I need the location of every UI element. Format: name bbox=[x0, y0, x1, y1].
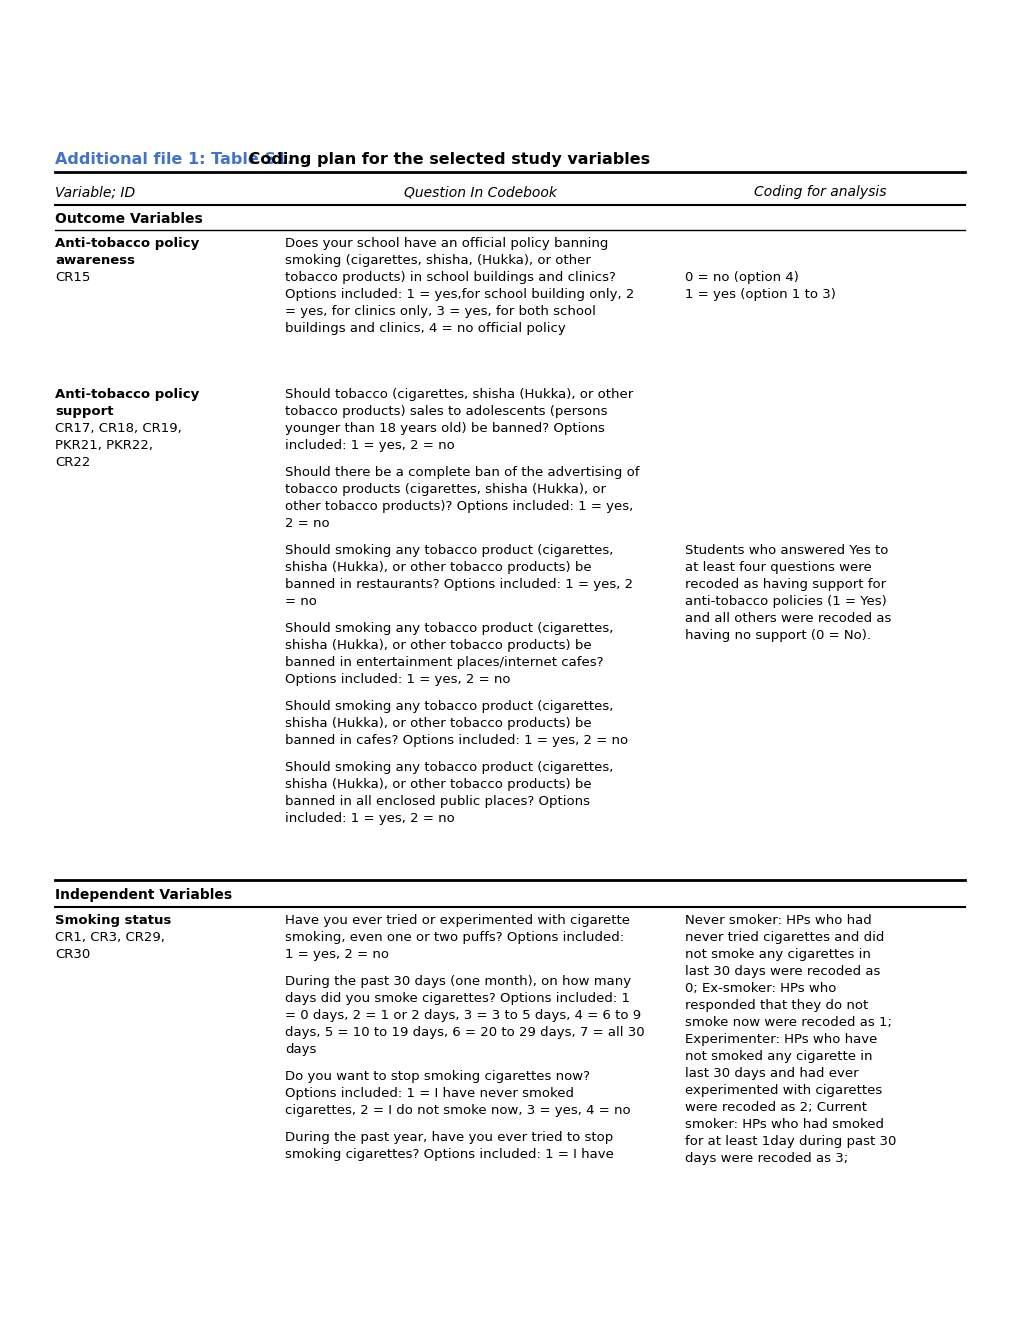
Text: buildings and clinics, 4 = no official policy: buildings and clinics, 4 = no official p… bbox=[284, 322, 566, 335]
Text: Options included: 1 = yes, 2 = no: Options included: 1 = yes, 2 = no bbox=[284, 673, 510, 686]
Text: Should smoking any tobacco product (cigarettes,: Should smoking any tobacco product (ciga… bbox=[284, 700, 612, 713]
Text: Should smoking any tobacco product (cigarettes,: Should smoking any tobacco product (ciga… bbox=[284, 622, 612, 635]
Text: 0; Ex-smoker: HPs who: 0; Ex-smoker: HPs who bbox=[685, 982, 836, 995]
Text: Coding for analysis: Coding for analysis bbox=[753, 185, 886, 199]
Text: included: 1 = yes, 2 = no: included: 1 = yes, 2 = no bbox=[284, 812, 454, 825]
Text: Should smoking any tobacco product (cigarettes,: Should smoking any tobacco product (ciga… bbox=[284, 544, 612, 557]
Text: Smoking status: Smoking status bbox=[55, 913, 171, 927]
Text: = yes, for clinics only, 3 = yes, for both school: = yes, for clinics only, 3 = yes, for bo… bbox=[284, 305, 595, 318]
Text: 0 = no (option 4): 0 = no (option 4) bbox=[685, 271, 798, 284]
Text: = no: = no bbox=[284, 595, 317, 609]
Text: Never smoker: HPs who had: Never smoker: HPs who had bbox=[685, 913, 871, 927]
Text: Do you want to stop smoking cigarettes now?: Do you want to stop smoking cigarettes n… bbox=[284, 1071, 589, 1082]
Text: banned in cafes? Options included: 1 = yes, 2 = no: banned in cafes? Options included: 1 = y… bbox=[284, 734, 628, 747]
Text: shisha (Hukka), or other tobacco products) be: shisha (Hukka), or other tobacco product… bbox=[284, 561, 591, 574]
Text: Should smoking any tobacco product (cigarettes,: Should smoking any tobacco product (ciga… bbox=[284, 762, 612, 774]
Text: days, 5 = 10 to 19 days, 6 = 20 to 29 days, 7 = all 30: days, 5 = 10 to 19 days, 6 = 20 to 29 da… bbox=[284, 1026, 644, 1039]
Text: Should there be a complete ban of the advertising of: Should there be a complete ban of the ad… bbox=[284, 466, 639, 479]
Text: Experimenter: HPs who have: Experimenter: HPs who have bbox=[685, 1034, 876, 1045]
Text: Students who answered Yes to: Students who answered Yes to bbox=[685, 544, 888, 557]
Text: support: support bbox=[55, 405, 113, 418]
Text: last 30 days and had ever: last 30 days and had ever bbox=[685, 1067, 858, 1080]
Text: not smoked any cigarette in: not smoked any cigarette in bbox=[685, 1049, 871, 1063]
Text: not smoke any cigarettes in: not smoke any cigarettes in bbox=[685, 948, 870, 961]
Text: shisha (Hukka), or other tobacco products) be: shisha (Hukka), or other tobacco product… bbox=[284, 777, 591, 791]
Text: smoke now were recoded as 1;: smoke now were recoded as 1; bbox=[685, 1016, 891, 1030]
Text: Additional file 1: Table S1.: Additional file 1: Table S1. bbox=[55, 152, 292, 168]
Text: awareness: awareness bbox=[55, 253, 135, 267]
Text: days: days bbox=[284, 1043, 316, 1056]
Text: anti-tobacco policies (1 = Yes): anti-tobacco policies (1 = Yes) bbox=[685, 595, 886, 609]
Text: 1 = yes, 2 = no: 1 = yes, 2 = no bbox=[284, 948, 388, 961]
Text: Coding plan for the selected study variables: Coding plan for the selected study varia… bbox=[243, 152, 649, 168]
Text: responded that they do not: responded that they do not bbox=[685, 999, 867, 1012]
Text: CR17, CR18, CR19,: CR17, CR18, CR19, bbox=[55, 422, 181, 436]
Text: last 30 days were recoded as: last 30 days were recoded as bbox=[685, 965, 879, 978]
Text: days did you smoke cigarettes? Options included: 1: days did you smoke cigarettes? Options i… bbox=[284, 993, 630, 1005]
Text: smoking, even one or two puffs? Options included:: smoking, even one or two puffs? Options … bbox=[284, 931, 624, 944]
Text: Anti-tobacco policy: Anti-tobacco policy bbox=[55, 388, 199, 401]
Text: shisha (Hukka), or other tobacco products) be: shisha (Hukka), or other tobacco product… bbox=[284, 639, 591, 652]
Text: 1 = yes (option 1 to 3): 1 = yes (option 1 to 3) bbox=[685, 288, 835, 301]
Text: Anti-tobacco policy: Anti-tobacco policy bbox=[55, 238, 199, 249]
Text: Have you ever tried or experimented with cigarette: Have you ever tried or experimented with… bbox=[284, 913, 630, 927]
Text: never tried cigarettes and did: never tried cigarettes and did bbox=[685, 931, 883, 944]
Text: Options included: 1 = I have never smoked: Options included: 1 = I have never smoke… bbox=[284, 1086, 574, 1100]
Text: banned in all enclosed public places? Options: banned in all enclosed public places? Op… bbox=[284, 795, 589, 808]
Text: CR15: CR15 bbox=[55, 271, 91, 284]
Text: Question In Codebook: Question In Codebook bbox=[404, 185, 556, 199]
Text: = 0 days, 2 = 1 or 2 days, 3 = 3 to 5 days, 4 = 6 to 9: = 0 days, 2 = 1 or 2 days, 3 = 3 to 5 da… bbox=[284, 1008, 641, 1022]
Text: PKR21, PKR22,: PKR21, PKR22, bbox=[55, 440, 153, 451]
Text: at least four questions were: at least four questions were bbox=[685, 561, 871, 574]
Text: and all others were recoded as: and all others were recoded as bbox=[685, 612, 891, 624]
Text: other tobacco products)? Options included: 1 = yes,: other tobacco products)? Options include… bbox=[284, 500, 633, 513]
Text: CR30: CR30 bbox=[55, 948, 90, 961]
Text: Does your school have an official policy banning: Does your school have an official policy… bbox=[284, 238, 607, 249]
Text: experimented with cigarettes: experimented with cigarettes bbox=[685, 1084, 881, 1097]
Text: were recoded as 2; Current: were recoded as 2; Current bbox=[685, 1101, 866, 1114]
Text: included: 1 = yes, 2 = no: included: 1 = yes, 2 = no bbox=[284, 440, 454, 451]
Text: cigarettes, 2 = I do not smoke now, 3 = yes, 4 = no: cigarettes, 2 = I do not smoke now, 3 = … bbox=[284, 1104, 630, 1117]
Text: 2 = no: 2 = no bbox=[284, 517, 329, 531]
Text: Outcome Variables: Outcome Variables bbox=[55, 213, 203, 226]
Text: Variable; ID: Variable; ID bbox=[55, 185, 135, 199]
Text: younger than 18 years old) be banned? Options: younger than 18 years old) be banned? Op… bbox=[284, 422, 604, 436]
Text: tobacco products) in school buildings and clinics?: tobacco products) in school buildings an… bbox=[284, 271, 615, 284]
Text: During the past 30 days (one month), on how many: During the past 30 days (one month), on … bbox=[284, 975, 631, 987]
Text: Independent Variables: Independent Variables bbox=[55, 888, 232, 902]
Text: days were recoded as 3;: days were recoded as 3; bbox=[685, 1152, 847, 1166]
Text: smoking cigarettes? Options included: 1 = I have: smoking cigarettes? Options included: 1 … bbox=[284, 1148, 613, 1162]
Text: recoded as having support for: recoded as having support for bbox=[685, 578, 886, 591]
Text: for at least 1day during past 30: for at least 1day during past 30 bbox=[685, 1135, 896, 1148]
Text: banned in restaurants? Options included: 1 = yes, 2: banned in restaurants? Options included:… bbox=[284, 578, 633, 591]
Text: Options included: 1 = yes,for school building only, 2: Options included: 1 = yes,for school bui… bbox=[284, 288, 634, 301]
Text: having no support (0 = No).: having no support (0 = No). bbox=[685, 630, 870, 642]
Text: banned in entertainment places/internet cafes?: banned in entertainment places/internet … bbox=[284, 656, 603, 669]
Text: shisha (Hukka), or other tobacco products) be: shisha (Hukka), or other tobacco product… bbox=[284, 717, 591, 730]
Text: CR22: CR22 bbox=[55, 455, 91, 469]
Text: tobacco products (cigarettes, shisha (Hukka), or: tobacco products (cigarettes, shisha (Hu… bbox=[284, 483, 605, 496]
Text: Should tobacco (cigarettes, shisha (Hukka), or other: Should tobacco (cigarettes, shisha (Hukk… bbox=[284, 388, 633, 401]
Text: During the past year, have you ever tried to stop: During the past year, have you ever trie… bbox=[284, 1131, 612, 1144]
Text: smoker: HPs who had smoked: smoker: HPs who had smoked bbox=[685, 1118, 883, 1131]
Text: tobacco products) sales to adolescents (persons: tobacco products) sales to adolescents (… bbox=[284, 405, 607, 418]
Text: CR1, CR3, CR29,: CR1, CR3, CR29, bbox=[55, 931, 165, 944]
Text: smoking (cigarettes, shisha, (Hukka), or other: smoking (cigarettes, shisha, (Hukka), or… bbox=[284, 253, 590, 267]
